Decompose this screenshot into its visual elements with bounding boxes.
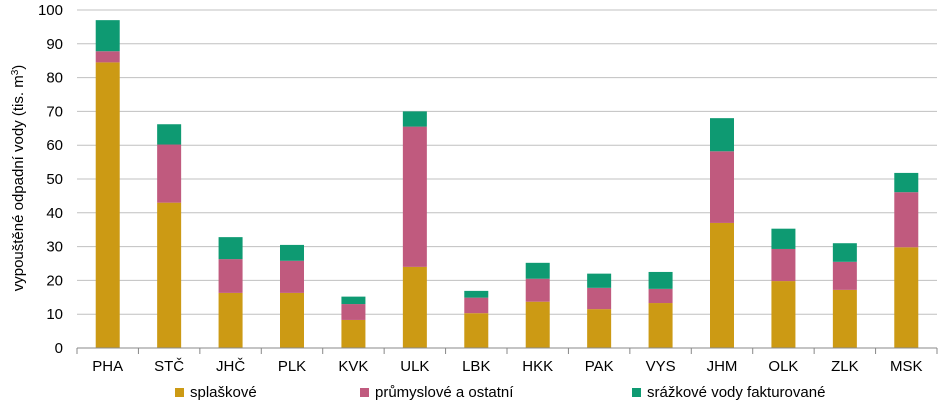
- bar-segment: [157, 124, 182, 145]
- bar-segment: [832, 261, 857, 290]
- y-tick-label: 20: [46, 272, 63, 289]
- bar-segment: [341, 319, 366, 348]
- y-tick-label: 0: [55, 340, 63, 357]
- x-tick-label: PLK: [278, 358, 306, 375]
- x-tick-label: VYS: [646, 358, 676, 375]
- y-axis-label: vypouštěné odpadní vody (tis. m3): [10, 65, 27, 292]
- legend-label: splaškové: [190, 384, 257, 401]
- bar-segment: [341, 304, 366, 320]
- bar-segment: [648, 271, 673, 289]
- bar-segment: [894, 172, 919, 193]
- bar-segment: [710, 151, 734, 223]
- axes: [76, 347, 938, 354]
- x-tick-labels: PHA STČ JHČ PLK KVK ULK LBK HKK PAK VYS JHM OLK ZLK M…: [92, 358, 922, 375]
- bar-segment: [894, 192, 919, 248]
- y-tick-label: 90: [46, 36, 63, 53]
- x-tick-label: ULK: [400, 358, 429, 375]
- bar-segment: [832, 243, 857, 262]
- bar-segment: [157, 202, 182, 348]
- bar-segment: [218, 237, 243, 260]
- bar-segment: [280, 292, 304, 348]
- bar-segment: [771, 281, 796, 348]
- bar-segment: [341, 296, 366, 305]
- x-tick-label: HKK: [522, 358, 553, 375]
- bar-segment: [587, 273, 612, 288]
- bar-segment: [710, 118, 734, 152]
- legend-item: srážkové vody fakturované: [632, 384, 825, 401]
- gridlines: [77, 9, 937, 315]
- bars: [95, 20, 919, 348]
- bar-segment: [832, 289, 857, 348]
- y-tick-label: 80: [46, 70, 63, 87]
- bar-segment: [771, 228, 796, 249]
- bar-segment: [218, 292, 243, 348]
- x-tick-label: MSK: [890, 358, 923, 375]
- legend-label: průmyslové a ostatní: [375, 384, 514, 401]
- bar-segment: [402, 266, 427, 348]
- y-tick-labels: 0 10 20 30 40 50 60 70 80 90 100: [38, 2, 63, 357]
- bar-segment: [464, 290, 489, 298]
- bar-segment: [95, 20, 120, 52]
- y-tick-label: 100: [38, 2, 63, 19]
- bar-segment: [587, 287, 612, 310]
- y-tick-label: 70: [46, 103, 63, 120]
- x-tick-label: JHM: [707, 358, 738, 375]
- bar-segment: [771, 248, 796, 282]
- y-tick-label: 40: [46, 205, 63, 222]
- x-tick-label: ZLK: [831, 358, 859, 375]
- legend-item: splaškové: [175, 384, 257, 401]
- bar-segment: [710, 222, 734, 348]
- x-tick-label: STČ: [154, 358, 184, 375]
- x-tick-label: KVK: [338, 358, 368, 375]
- bar-segment: [525, 301, 550, 348]
- bar-segment: [525, 278, 550, 302]
- legend-label: srážkové vody fakturované: [647, 384, 825, 401]
- legend-swatch: [175, 388, 184, 397]
- bar-segment: [157, 144, 182, 203]
- bar-segment: [894, 247, 919, 348]
- y-tick-label: 10: [46, 306, 63, 323]
- bar-segment: [464, 313, 489, 348]
- bar-segment: [648, 303, 673, 348]
- bar-segment: [280, 260, 304, 293]
- bar-segment: [280, 244, 304, 261]
- bar-segment: [95, 51, 120, 63]
- bar-segment: [218, 259, 243, 293]
- legend-swatch: [632, 388, 641, 397]
- legend: splaškové průmyslové a ostatní srážkové vo…: [175, 384, 825, 401]
- legend-item: průmyslové a ostatní: [360, 384, 514, 401]
- x-tick-label: LBK: [462, 358, 490, 375]
- x-tick-label: JHČ: [216, 358, 245, 375]
- x-tick-label: PHA: [92, 358, 123, 375]
- bar-segment: [95, 62, 120, 348]
- y-tick-label: 50: [46, 171, 63, 188]
- y-tick-label: 30: [46, 239, 63, 256]
- x-tick-label: OLK: [768, 358, 798, 375]
- bar-segment: [648, 288, 673, 304]
- bar-segment: [587, 309, 612, 348]
- bar-segment: [525, 262, 550, 279]
- x-tick-label: PAK: [585, 358, 614, 375]
- bar-segment: [402, 126, 427, 267]
- bar-segment: [464, 297, 489, 314]
- legend-swatch: [360, 388, 369, 397]
- bar-segment: [402, 111, 427, 127]
- y-tick-label: 60: [46, 137, 63, 154]
